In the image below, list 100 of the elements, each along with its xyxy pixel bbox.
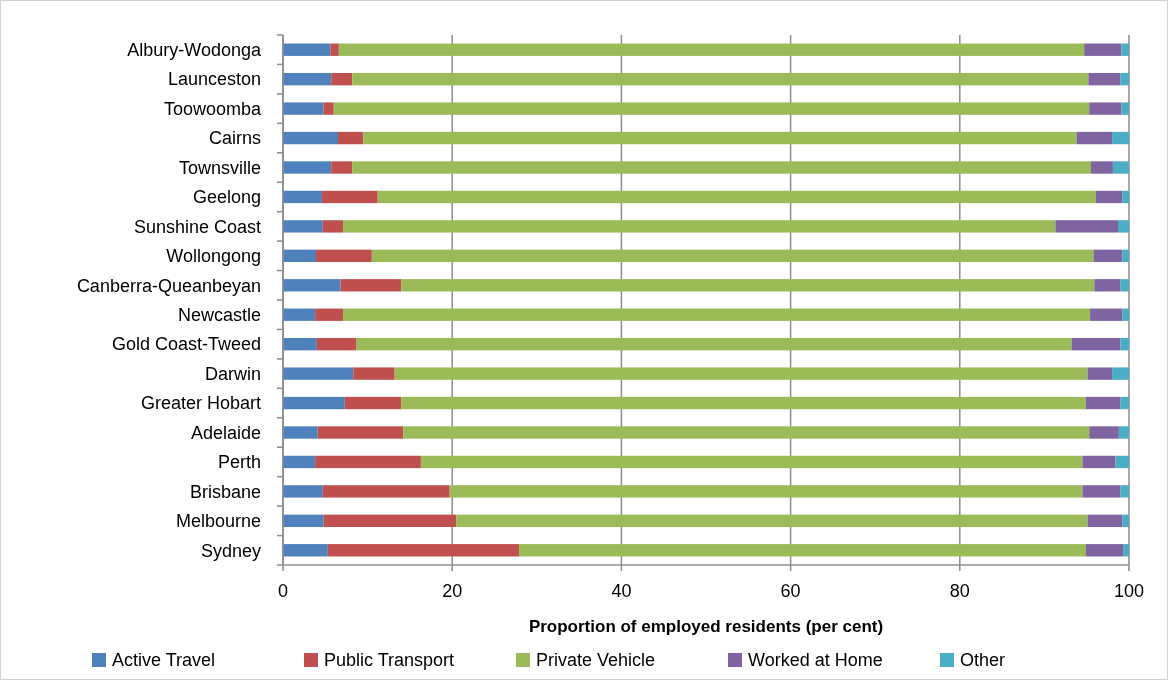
bar <box>1087 514 1123 528</box>
bar <box>317 426 404 439</box>
bar <box>283 102 324 115</box>
y-tick-label: Sydney <box>200 540 261 561</box>
bar <box>337 131 364 145</box>
y-tick-label: Albury-Wodonga <box>127 40 262 61</box>
bar <box>1085 396 1121 410</box>
y-tick-label: Canberra-Queanbeyan <box>76 275 261 296</box>
bar <box>519 544 1086 557</box>
bar <box>343 220 1056 233</box>
bar <box>283 514 324 528</box>
bar <box>1112 131 1129 145</box>
bar <box>449 485 1083 498</box>
bar <box>315 308 344 321</box>
bar <box>1118 426 1129 439</box>
bar <box>283 544 328 557</box>
legend-label: Other <box>960 650 1006 671</box>
bar <box>352 72 1089 86</box>
y-tick-label: Brisbane <box>189 481 261 502</box>
legend-label: Worked at Home <box>748 650 883 671</box>
bar <box>331 161 353 174</box>
bar <box>1120 337 1129 351</box>
bar <box>1112 367 1129 380</box>
bar <box>283 72 332 86</box>
bar <box>283 337 317 351</box>
x-tick-label: 100 <box>1113 581 1145 601</box>
bar <box>340 279 402 292</box>
y-tick-label: Greater Hobart <box>140 393 261 414</box>
x-axis-title: Proportion of employed residents (per cent) <box>528 617 884 636</box>
y-tick-label: Toowoomba <box>163 98 262 119</box>
bar <box>1055 220 1118 233</box>
bar <box>333 102 1090 115</box>
x-tick-label: 20 <box>442 581 463 601</box>
bar <box>1120 72 1129 86</box>
bar <box>1093 249 1123 263</box>
bar <box>1120 396 1129 410</box>
bar <box>1122 190 1129 204</box>
bar <box>363 131 1077 145</box>
bar <box>283 367 354 380</box>
bar <box>1076 131 1113 145</box>
x-tick-label: 0 <box>277 581 289 601</box>
bar <box>283 43 331 56</box>
y-tick-label: Darwin <box>204 363 261 384</box>
bar <box>1090 161 1113 174</box>
bar <box>1090 308 1123 321</box>
bar <box>1087 367 1113 380</box>
bar <box>323 102 334 115</box>
bar <box>1089 426 1119 439</box>
bar <box>283 426 318 439</box>
bar <box>1088 72 1121 86</box>
bar <box>1122 514 1129 528</box>
bar <box>283 161 332 174</box>
bar <box>1122 308 1129 321</box>
bar <box>321 190 378 204</box>
y-tick-label: Newcastle <box>177 305 261 326</box>
bar <box>1071 337 1121 351</box>
y-tick-label: Perth <box>217 452 261 473</box>
bar <box>338 43 1085 56</box>
bar <box>1085 544 1124 557</box>
legend-label: Public Transport <box>324 650 455 671</box>
bar <box>283 396 345 410</box>
bar <box>344 396 402 410</box>
bar <box>323 514 457 528</box>
y-tick-label: Cairns <box>208 128 261 149</box>
bar <box>456 514 1088 528</box>
bar <box>353 367 395 380</box>
y-tick-label: Townsville <box>178 157 261 178</box>
bar <box>331 72 353 86</box>
bar <box>1082 455 1116 469</box>
x-tick-label: 60 <box>780 581 801 601</box>
bar <box>327 544 520 557</box>
x-tick-label: 40 <box>611 581 632 601</box>
bar <box>316 337 357 351</box>
bar <box>283 279 341 292</box>
bar <box>1122 249 1129 263</box>
bar <box>394 367 1088 380</box>
bar <box>1120 485 1129 498</box>
bar <box>401 279 1095 292</box>
bar <box>1118 220 1129 233</box>
bar <box>1115 455 1129 469</box>
bar <box>371 249 1094 263</box>
bar <box>283 190 322 204</box>
bar <box>1096 190 1123 204</box>
x-tick-label: 80 <box>949 581 970 601</box>
legend-label: Active Travel <box>112 650 216 671</box>
bar <box>377 190 1097 204</box>
bar <box>322 485 450 498</box>
bar <box>315 455 421 469</box>
bar <box>283 485 323 498</box>
y-tick-label: Launceston <box>167 69 261 90</box>
y-tick-label: Adelaide <box>190 422 261 443</box>
bar <box>283 455 316 469</box>
bar <box>403 426 1090 439</box>
bar <box>1094 279 1121 292</box>
y-tick-label: Melbourne <box>175 511 261 532</box>
bar <box>343 308 1091 321</box>
bar <box>1121 102 1129 115</box>
bar <box>401 396 1086 410</box>
bar <box>1089 102 1122 115</box>
bar <box>1123 544 1129 557</box>
